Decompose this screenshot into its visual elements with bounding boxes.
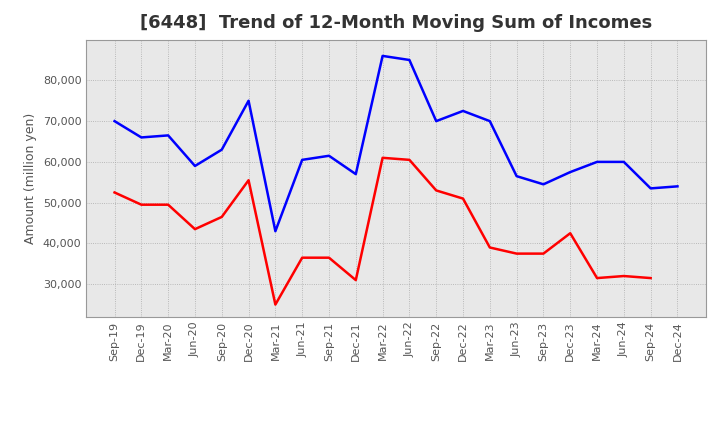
Net Income [298, 255, 307, 260]
Ordinary Income [164, 133, 173, 138]
Ordinary Income [593, 159, 601, 165]
Ordinary Income [513, 173, 521, 179]
Ordinary Income [619, 159, 628, 165]
Net Income [619, 273, 628, 279]
Ordinary Income [673, 184, 682, 189]
Ordinary Income [459, 108, 467, 114]
Ordinary Income [217, 147, 226, 152]
Ordinary Income [378, 53, 387, 59]
Net Income [271, 302, 279, 307]
Ordinary Income [566, 169, 575, 175]
Ordinary Income [647, 186, 655, 191]
Net Income [217, 214, 226, 220]
Net Income [513, 251, 521, 256]
Net Income [539, 251, 548, 256]
Net Income [459, 196, 467, 201]
Net Income [351, 278, 360, 283]
Net Income [137, 202, 145, 207]
Ordinary Income [137, 135, 145, 140]
Ordinary Income [351, 172, 360, 177]
Net Income [191, 227, 199, 232]
Net Income [647, 275, 655, 281]
Ordinary Income [432, 118, 441, 124]
Ordinary Income [244, 98, 253, 103]
Line: Net Income: Net Income [114, 158, 651, 304]
Net Income [110, 190, 119, 195]
Net Income [485, 245, 494, 250]
Net Income [325, 255, 333, 260]
Net Income [378, 155, 387, 161]
Net Income [164, 202, 173, 207]
Ordinary Income [271, 228, 279, 234]
Title: [6448]  Trend of 12-Month Moving Sum of Incomes: [6448] Trend of 12-Month Moving Sum of I… [140, 15, 652, 33]
Net Income [244, 178, 253, 183]
Ordinary Income [405, 57, 414, 62]
Net Income [432, 188, 441, 193]
Ordinary Income [110, 118, 119, 124]
Line: Ordinary Income: Ordinary Income [114, 56, 678, 231]
Ordinary Income [325, 153, 333, 158]
Ordinary Income [485, 118, 494, 124]
Ordinary Income [539, 182, 548, 187]
Net Income [593, 275, 601, 281]
Y-axis label: Amount (million yen): Amount (million yen) [24, 113, 37, 244]
Ordinary Income [298, 157, 307, 162]
Ordinary Income [191, 163, 199, 169]
Net Income [405, 157, 414, 162]
Net Income [566, 231, 575, 236]
